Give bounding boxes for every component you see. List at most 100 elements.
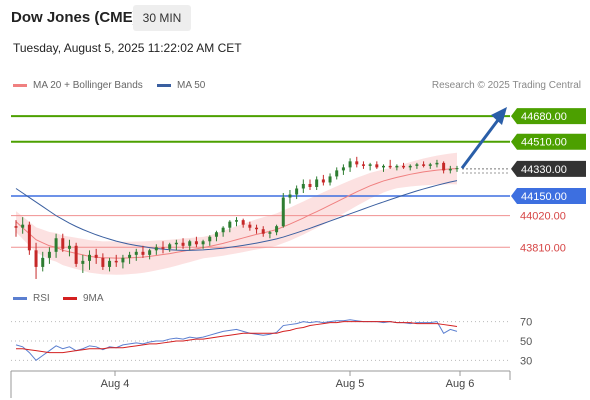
level-tag-44510.00 [511,133,586,150]
candle-body [128,254,132,258]
candle-body [448,168,452,171]
candle-body [201,241,205,245]
candle-body [214,232,218,237]
ma20-label: MA 20 + Bollinger Bands [33,80,143,91]
candle-body [321,179,325,183]
candle-body [14,226,18,228]
level-label-44020.00: 44020.00 [520,211,566,223]
timestamp: Tuesday, August 5, 2025 11:22:02 AM CET [13,41,242,55]
candle-body [94,254,98,258]
top-bar: Dow Jones (CME) 30 MIN [0,0,590,36]
candle-body [388,165,392,168]
candle-body [188,241,192,246]
candle-body [41,257,45,267]
candle-body [301,183,305,189]
legend-ma20: MA 20 + Bollinger Bands [13,80,143,91]
level-tag-44680.00 [511,108,586,125]
candle-body [134,251,138,255]
ma50-line [15,180,458,251]
candle-body [341,167,345,171]
level-tag-44150.00 [511,188,586,205]
ma9-swatch [63,297,77,300]
candle-body [308,183,312,187]
candle-body [375,164,379,168]
candle-body [275,226,279,233]
candle-body [402,165,406,168]
x-tick-label-Aug 5: Aug 5 [336,378,365,390]
level-label-44510.00: 44510.00 [521,137,567,149]
x-tick-label-Aug 4: Aug 4 [101,378,130,390]
candle-body [422,164,426,166]
candle-body [235,220,238,222]
candle-body [61,238,65,249]
candle-body [368,164,372,166]
legend-ma50: MA 50 [157,80,205,91]
candle-body [121,257,125,263]
candle-body [455,168,459,170]
candle-body [268,232,272,234]
ma9-label: 9MA [83,293,104,304]
rsi-label: RSI [33,293,50,304]
forecast-arrow-head [491,107,507,125]
credit-text: Research © 2025 Trading Central [431,80,581,91]
level-label-44680.00: 44680.00 [521,111,567,123]
candle-body [442,162,446,171]
legend-rsi: RSI [13,293,50,304]
candle-body [114,260,118,263]
rsi-tick-30: 30 [520,355,532,367]
ma9-line [16,321,458,354]
candle-body [81,260,85,264]
candle-body [181,242,185,246]
candle-body [361,164,365,166]
level-label-44330.00: 44330.00 [521,164,567,176]
candle-body [241,220,245,225]
ma50-swatch [157,84,171,87]
candle-body [335,170,339,177]
candle-body [315,179,319,187]
candle-body [54,238,58,252]
candle-body [248,224,252,228]
candle-body [288,194,292,198]
rsi-line [15,319,458,362]
candle-body [221,227,225,233]
candle-body [408,165,412,168]
x-tick-label-Aug 6: Aug 6 [446,378,475,390]
candle-body [328,176,332,183]
legend-9ma: 9MA [63,293,104,304]
candle-body [101,257,105,267]
candle-body [47,251,51,258]
level-label-43810.00: 43810.00 [520,242,566,254]
candle-body [148,250,152,255]
ma50-label: MA 50 [177,80,206,91]
candle-body [261,229,265,234]
candle-body [255,227,259,230]
candle-body [415,164,419,166]
candle-body [348,161,352,168]
candle-body [194,241,198,245]
candle-body [161,247,165,249]
candle-body [382,165,385,168]
candle-body [21,224,25,228]
candle-body [395,165,399,168]
level-label-44150.00: 44150.00 [521,191,567,203]
candle-body [141,251,145,255]
candle-body [168,244,172,249]
candle-body [108,260,112,267]
instrument-title: Dow Jones (CME) [11,9,138,26]
level-tag-44330.00 [511,160,586,177]
candle-body [88,254,91,261]
rsi-tick-50: 50 [520,336,532,348]
rsi-tick-70: 70 [520,317,532,329]
candle-body [281,197,285,227]
interval-button[interactable]: 30 MIN [133,5,191,31]
candle-body [208,236,212,242]
candle-body [228,221,232,228]
candle-body [295,188,299,195]
candle-body [435,162,439,165]
rsi-swatch [13,297,27,300]
candle-body [27,224,31,251]
candle-body [355,161,359,165]
bollinger-band [16,152,457,275]
candle-body [34,250,38,267]
